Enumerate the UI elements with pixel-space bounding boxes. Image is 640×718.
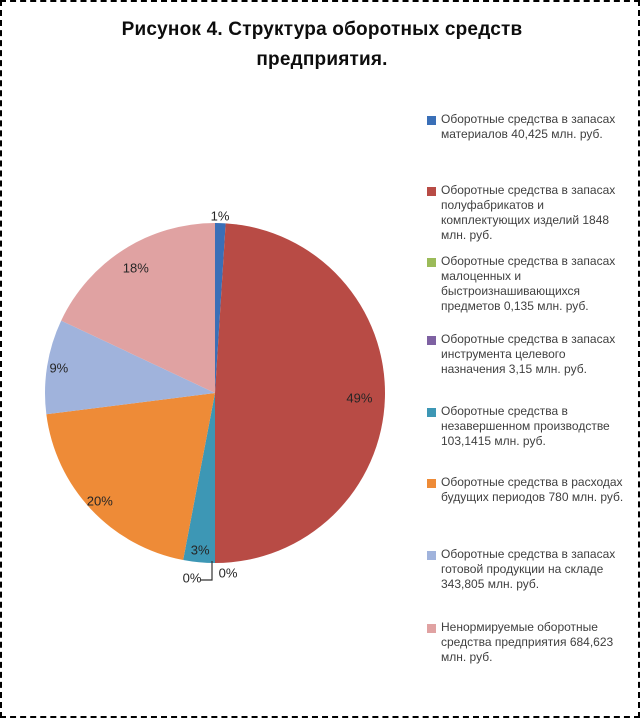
legend-item: Оборотные средства в незавершенном произ…: [427, 404, 631, 449]
slice-percent-label: 9%: [49, 360, 69, 376]
legend-marker: [427, 258, 436, 267]
legend-marker: [427, 408, 436, 417]
legend-label: Оборотные средства в запасах инструмента…: [441, 332, 616, 376]
legend-item: Оборотные средства в запасах инструмента…: [427, 332, 631, 377]
slice-percent-label: 0%: [218, 565, 238, 581]
legend-item: Оборотные средства в запасах малоценных …: [427, 254, 631, 314]
legend-marker: [427, 551, 436, 560]
legend-label: Оборотные средства в расходах будущих пе…: [441, 475, 624, 504]
legend-item: Ненормируемые оборотные средства предпри…: [427, 620, 631, 665]
legend-label: Оборотные средства в запасах малоценных …: [441, 254, 616, 313]
legend-item: Оборотные средства в расходах будущих пе…: [427, 475, 631, 505]
slice-percent-label: 1%: [210, 208, 230, 224]
chart-title: Рисунок 4. Структура оборотных средств п…: [121, 19, 523, 70]
pie-slice: [61, 223, 216, 393]
legend-label: Оборотные средства в запасах полуфабрика…: [441, 183, 616, 242]
zero-percent-leader-line: [201, 561, 213, 581]
slice-percent-label: 49%: [346, 390, 373, 406]
legend-marker: [427, 187, 436, 196]
pie-slice: [46, 393, 215, 560]
legend-label: Оборотные средства в запасах готовой про…: [441, 547, 616, 591]
legend-item: Оборотные средства в запасах готовой про…: [427, 547, 631, 592]
legend-marker: [427, 479, 436, 488]
legend-label: Оборотные средства в запасах материалов …: [441, 112, 616, 141]
slice-percent-label: 20%: [86, 493, 113, 509]
slice-percent-label: 0%: [182, 570, 202, 586]
legend-marker: [427, 624, 436, 633]
legend-marker: [427, 336, 436, 345]
pie-slice: [215, 223, 226, 393]
slice-percent-label: 18%: [122, 260, 149, 276]
pie-slice: [183, 393, 215, 563]
legend-item: Оборотные средства в запасах полуфабрика…: [427, 183, 631, 243]
legend-item: Оборотные средства в запасах материалов …: [427, 112, 631, 142]
legend: Оборотные средства в запасах материалов …: [427, 2, 632, 716]
pie-slice: [44, 320, 215, 415]
legend-label: Оборотные средства в незавершенном произ…: [441, 404, 610, 448]
legend-label: Ненормируемые оборотные средства предпри…: [441, 620, 614, 664]
pie-slice: [215, 223, 385, 563]
slice-percent-label: 3%: [190, 542, 210, 558]
legend-marker: [427, 116, 436, 125]
